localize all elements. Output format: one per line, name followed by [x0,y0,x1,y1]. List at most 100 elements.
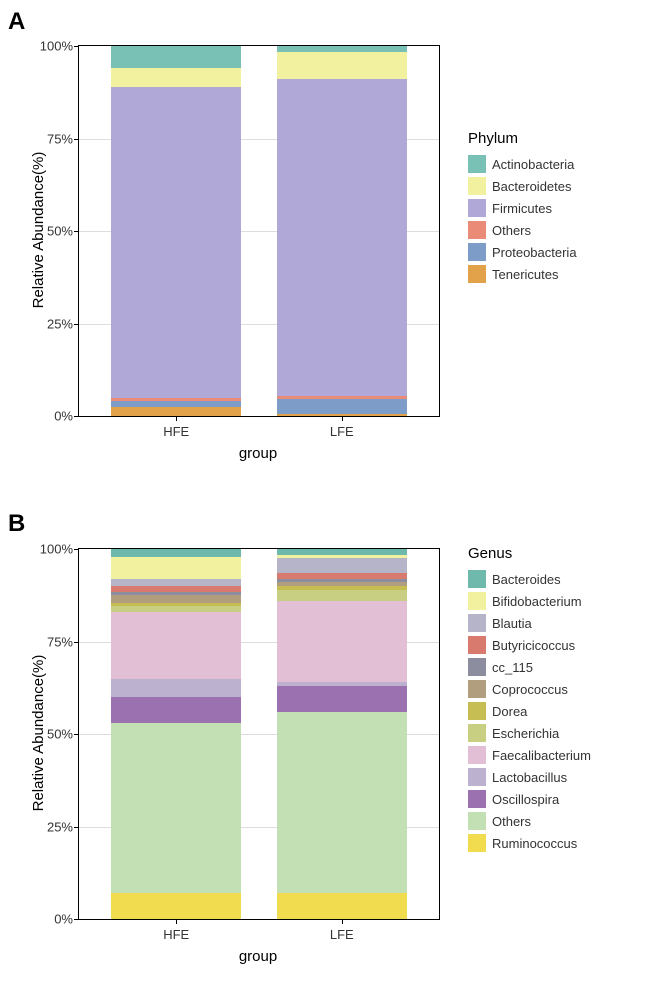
seg-Actinobacteria [111,46,241,68]
seg-Firmicutes [277,79,407,395]
legend-text: Ruminococcus [492,836,577,851]
legend-text: Others [492,814,531,829]
bar-LFE [277,549,407,919]
legend-text: Escherichia [492,726,559,741]
seg-Ruminococcus [277,893,407,919]
legend-swatch [468,243,486,261]
seg-Faecalibacterium [111,612,241,679]
legend-swatch [468,702,486,720]
legend-item: Ruminococcus [468,834,591,852]
legend-item: Escherichia [468,724,591,742]
seg-Tenericutes [111,407,241,416]
ytick-mark [74,324,79,325]
ytick-mark [74,734,79,735]
legend-swatch [468,790,486,808]
legend-item: Proteobacteria [468,243,577,261]
xtick-label: HFE [163,927,189,942]
ytick-mark [74,231,79,232]
seg-Bacteroidetes [111,68,241,87]
legend-item: Others [468,221,577,239]
xtick-mark [176,919,177,924]
legend-item: Bacteroides [468,570,591,588]
x-axis-title: group [239,445,277,462]
legend-swatch [468,614,486,632]
legend-swatch [468,570,486,588]
ytick-mark [74,919,79,920]
seg-Coprococcus [111,595,241,602]
legend-title: Phylum [468,130,577,147]
legend-item: Blautia [468,614,591,632]
legend-swatch [468,724,486,742]
panel-label-B: B [8,510,25,538]
ytick-mark [74,416,79,417]
ytick-label: 100% [40,39,73,54]
legend-title: Genus [468,545,591,562]
seg-Faecalibacterium [277,601,407,682]
seg-Bacteroidetes [277,52,407,80]
legend-item: Others [468,812,591,830]
xtick-label: HFE [163,424,189,439]
legend-swatch [468,265,486,283]
bar-HFE [111,549,241,919]
legend-swatch [468,636,486,654]
xtick-label: LFE [330,927,354,942]
legend-item: Faecalibacterium [468,746,591,764]
legend-text: Faecalibacterium [492,748,591,763]
ytick-mark [74,46,79,47]
figure-root: A0%25%50%75%100%HFELFERelative Abundance… [0,0,650,1002]
legend-swatch [468,768,486,786]
legend-text: Coprococcus [492,682,568,697]
ytick-label: 0% [54,409,73,424]
ytick-label: 25% [47,316,73,331]
seg-Ruminococcus [111,893,241,919]
ytick-label: 25% [47,819,73,834]
legend-item: Coprococcus [468,680,591,698]
ytick-label: 50% [47,224,73,239]
legend-text: Others [492,223,531,238]
plot-area-B: 0%25%50%75%100%HFELFE [78,548,440,920]
legend-item: Actinobacteria [468,155,577,173]
seg-Others [111,723,241,893]
y-axis-title: Relative Abundance(%) [30,655,47,812]
ytick-mark [74,827,79,828]
ytick-label: 0% [54,912,73,927]
xtick-mark [342,919,343,924]
plot-area-A: 0%25%50%75%100%HFELFE [78,45,440,417]
x-axis-title: group [239,948,277,965]
legend-item: Firmicutes [468,199,577,217]
seg-Bifidobacterium [111,557,241,579]
seg-Others [277,712,407,893]
seg-Lactobacillus [111,679,241,698]
bar-HFE [111,46,241,416]
legend-swatch [468,812,486,830]
legend-swatch [468,177,486,195]
legend-item: Oscillospira [468,790,591,808]
xtick-label: LFE [330,424,354,439]
xtick-mark [342,416,343,421]
legend-text: Blautia [492,616,532,631]
ytick-label: 75% [47,634,73,649]
legend-text: Actinobacteria [492,157,574,172]
legend-swatch [468,746,486,764]
seg-Bacteroides [111,549,241,556]
ytick-label: 100% [40,542,73,557]
ytick-mark [74,642,79,643]
legend-swatch [468,592,486,610]
legend-swatch [468,680,486,698]
ytick-mark [74,139,79,140]
legend-A: PhylumActinobacteriaBacteroidetesFirmicu… [468,130,577,287]
legend-text: Bifidobacterium [492,594,582,609]
legend-text: Lactobacillus [492,770,567,785]
legend-item: Bifidobacterium [468,592,591,610]
legend-item: Tenericutes [468,265,577,283]
legend-text: Firmicutes [492,201,552,216]
legend-text: Dorea [492,704,527,719]
seg-Blautia [277,558,407,573]
legend-text: cc_115 [492,660,533,675]
legend-swatch [468,155,486,173]
ytick-label: 75% [47,131,73,146]
seg-Escherichia [277,590,407,601]
seg-Oscillospira [111,697,241,723]
legend-B: GenusBacteroidesBifidobacteriumBlautiaBu… [468,545,591,856]
legend-text: Oscillospira [492,792,559,807]
